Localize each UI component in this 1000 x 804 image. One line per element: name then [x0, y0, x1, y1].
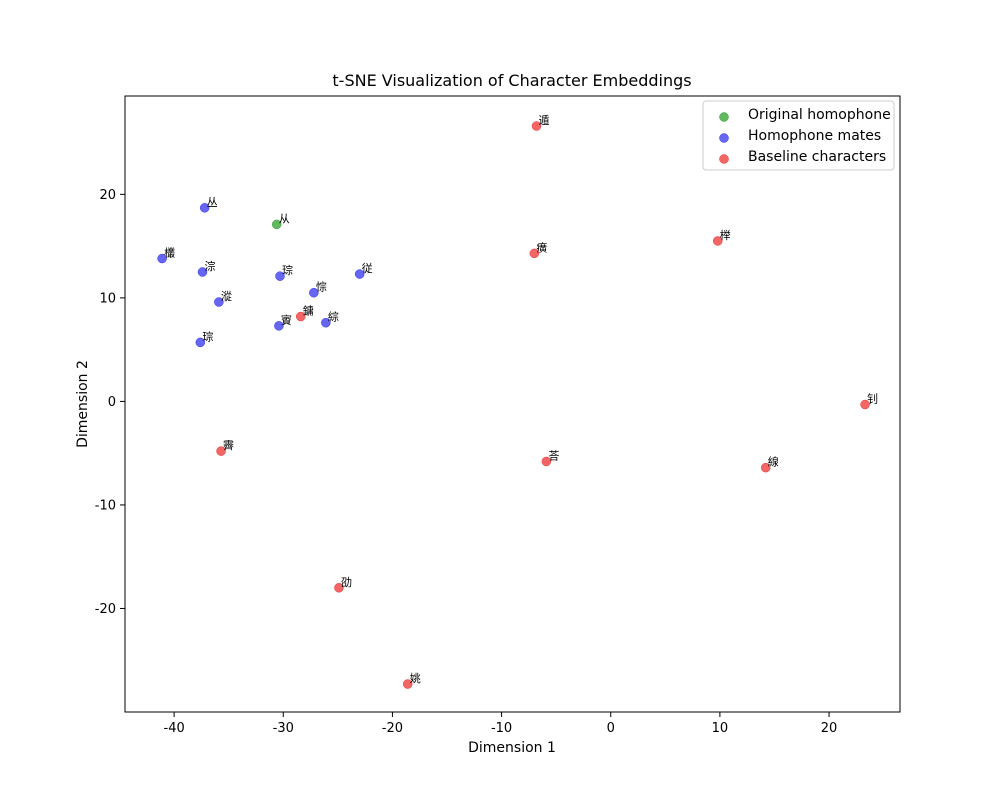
scatter-point	[295, 311, 306, 322]
data-points: 从丛欉淙琮従悰漎賨 綜琮遁癀榉鏞钊霽荅 線劭姚	[157, 113, 878, 689]
legend-label: Original homophone	[748, 107, 891, 123]
scatter-point	[760, 462, 771, 473]
x-tick-label: 10	[712, 721, 729, 736]
y-tick-label: -20	[95, 602, 116, 617]
y-tick-label: 20	[99, 188, 116, 203]
point-label: 琮	[282, 263, 293, 277]
point-label: 淙	[205, 259, 216, 273]
scatter-point	[197, 267, 208, 277]
scatter-point	[531, 121, 542, 131]
point-label: 琮	[202, 329, 213, 343]
point-label: 鏞	[303, 304, 314, 318]
point-label: 欉	[164, 247, 175, 260]
scatter-point	[274, 321, 284, 331]
point-label: 線	[768, 455, 779, 469]
point-label: 悰	[316, 280, 327, 294]
x-tick-label: 0	[607, 721, 615, 736]
x-tick-label: 20	[821, 721, 838, 736]
scatter-point	[402, 679, 413, 689]
y-tick-label: 0	[108, 395, 116, 410]
legend-marker	[719, 133, 729, 143]
point-label: 丛	[207, 196, 218, 209]
x-tick-label: -10	[491, 721, 512, 736]
scatter-point	[271, 219, 282, 230]
scatter-point	[529, 248, 540, 259]
y-axis-ticks: -20 -10 0 10 20	[95, 188, 125, 617]
point-label: 遁	[539, 113, 550, 127]
x-axis-ticks: -40 -30 -20 -10 0 10 20	[164, 712, 838, 736]
x-tick-label: -40	[164, 721, 185, 736]
legend-marker	[719, 154, 729, 164]
point-label: 姚	[410, 671, 421, 685]
legend-box	[702, 100, 895, 171]
legend-label: Baseline characters	[748, 149, 886, 165]
point-label: 劭	[341, 576, 352, 589]
legend-marker	[719, 112, 729, 122]
chart-title: t-SNE Visualization of Character Embeddi…	[332, 71, 691, 90]
y-tick-label: -10	[95, 498, 116, 513]
y-tick-label: 10	[99, 291, 116, 306]
legend: Original homophone Homophone mates Baselin…	[702, 100, 895, 171]
scatter-point	[712, 236, 723, 246]
scatter-point	[309, 287, 319, 298]
y-axis-label: Dimension 2	[75, 360, 91, 448]
point-label: 从	[279, 212, 290, 225]
point-label: 钊	[867, 392, 878, 406]
point-label: 荅	[548, 448, 559, 462]
scatter-point	[199, 203, 210, 213]
legend-label: Homophone mates	[748, 128, 881, 144]
scatter-point	[216, 446, 226, 456]
point-label: 霽	[223, 439, 234, 452]
point-label: 綜	[328, 310, 339, 324]
scatter-point	[321, 317, 331, 328]
x-tick-label: -20	[382, 721, 403, 736]
point-label: 榉	[720, 228, 731, 242]
scatter-point	[195, 337, 206, 348]
point-label: 癀	[536, 240, 547, 254]
x-tick-label: -30	[273, 721, 294, 736]
plot-area-frame	[124, 95, 901, 713]
scatter-point	[214, 297, 224, 307]
scatter-point	[334, 583, 344, 593]
scatter-point	[860, 399, 870, 410]
scatter-point	[157, 253, 167, 264]
point-label: 漎	[221, 290, 232, 303]
point-label: 従	[362, 262, 373, 275]
scatter-point	[541, 456, 552, 467]
x-axis-label: Dimension 1	[468, 740, 556, 756]
scatter-point	[275, 271, 285, 281]
scatter-point	[354, 269, 365, 279]
point-label: 賨	[281, 313, 292, 327]
